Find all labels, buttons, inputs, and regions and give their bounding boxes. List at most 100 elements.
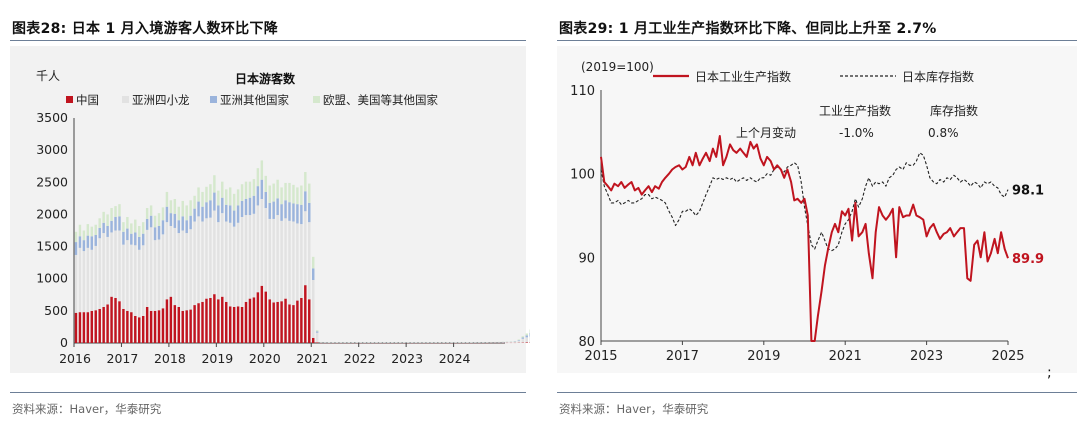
bar-segment-2 bbox=[201, 206, 204, 222]
bar-segment-1 bbox=[197, 216, 200, 304]
bar-segment-1 bbox=[319, 342, 323, 343]
bar-segment-3 bbox=[284, 182, 287, 201]
legend-swatch-3 bbox=[313, 96, 320, 103]
bar-segment-2 bbox=[157, 226, 161, 240]
bar-segment-2 bbox=[106, 226, 109, 237]
bar-segment-1 bbox=[248, 215, 252, 299]
bar-segment-2 bbox=[82, 240, 86, 252]
bar-segment-3 bbox=[252, 179, 256, 196]
bar-segment-3 bbox=[268, 185, 271, 203]
bar-segment-3 bbox=[134, 219, 137, 233]
bar-segment-0 bbox=[134, 316, 137, 343]
bar-segment-1 bbox=[165, 222, 169, 300]
bar-segment-0 bbox=[315, 342, 319, 343]
bar-segment-0 bbox=[276, 301, 279, 343]
bar-segment-0 bbox=[205, 298, 208, 343]
bar-segment-0 bbox=[185, 310, 188, 343]
bar-segment-2 bbox=[181, 216, 184, 231]
bar-segment-3 bbox=[264, 175, 267, 192]
bar-segment-0 bbox=[240, 307, 244, 343]
bar-segment-1 bbox=[157, 239, 161, 311]
bar-segment-1 bbox=[173, 227, 177, 306]
inventory-index-line bbox=[600, 152, 1009, 252]
y-tick-3500: 3500 bbox=[36, 110, 68, 125]
bar-segment-1 bbox=[213, 210, 216, 295]
bar-segment-0 bbox=[94, 310, 97, 343]
bar-segment-3 bbox=[525, 333, 528, 336]
bar-segment-0 bbox=[268, 299, 271, 343]
bar-segment-3 bbox=[94, 224, 97, 235]
bar-segment-2 bbox=[300, 204, 303, 225]
bar-segment-2 bbox=[177, 220, 181, 234]
x-tick-2023: 2023 bbox=[391, 351, 423, 366]
y-tick-2000: 2000 bbox=[36, 206, 68, 221]
bar-segment-2 bbox=[209, 200, 212, 218]
bar-segment-1 bbox=[244, 215, 248, 302]
bar-segment-2 bbox=[102, 222, 105, 234]
bar-segment-0 bbox=[153, 310, 157, 343]
bar-segment-3 bbox=[106, 214, 109, 226]
bar-segment-2 bbox=[232, 210, 236, 227]
bar-segment-1 bbox=[308, 222, 311, 300]
bar-segment-1 bbox=[153, 240, 157, 311]
bar-segment-3 bbox=[248, 181, 252, 198]
bar-segment-2 bbox=[260, 179, 264, 199]
bar-segment-2 bbox=[276, 198, 279, 216]
bar-segment-3 bbox=[177, 206, 181, 221]
bar-segment-0 bbox=[161, 308, 165, 343]
bar-segment-3 bbox=[122, 222, 125, 232]
bar-segment-1 bbox=[513, 341, 517, 343]
bar-segment-1 bbox=[78, 247, 82, 313]
bar-segment-2 bbox=[521, 337, 525, 339]
bar-segment-2 bbox=[308, 202, 311, 223]
bar-segment-0 bbox=[260, 285, 264, 343]
bar-segment-1 bbox=[141, 245, 145, 316]
bar-segment-1 bbox=[221, 213, 224, 297]
bar-segment-1 bbox=[505, 342, 509, 343]
bar-segment-2 bbox=[118, 216, 121, 231]
bar-segment-2 bbox=[145, 218, 149, 230]
bar-segment-2 bbox=[248, 197, 252, 216]
bar-segment-1 bbox=[86, 247, 90, 313]
y-tick-1500: 1500 bbox=[36, 239, 68, 254]
bar-segment-0 bbox=[225, 301, 228, 343]
production-index-line bbox=[600, 135, 1009, 342]
bar-segment-0 bbox=[232, 307, 236, 343]
bar-segment-3 bbox=[217, 190, 220, 206]
bar-segment-3 bbox=[225, 189, 228, 205]
bar-segment-3 bbox=[296, 187, 299, 205]
bar-segment-0 bbox=[248, 298, 252, 343]
bar-segment-3 bbox=[213, 175, 216, 193]
bar-segment-0 bbox=[213, 294, 216, 343]
bar-segment-3 bbox=[82, 230, 86, 241]
bar-segment-1 bbox=[102, 233, 105, 307]
bar-segment-3 bbox=[118, 204, 121, 217]
legend-label-0: 中国 bbox=[76, 93, 99, 107]
left-source-divider bbox=[10, 392, 526, 393]
bar-segment-2 bbox=[149, 215, 153, 228]
bar-segment-0 bbox=[90, 310, 94, 343]
bar-segment-0 bbox=[110, 296, 113, 343]
bar-segment-0 bbox=[169, 296, 173, 343]
bar-segment-1 bbox=[256, 205, 260, 293]
bar-segment-1 bbox=[252, 213, 256, 298]
x-tick-2017: 2017 bbox=[107, 351, 139, 366]
bar-segment-2 bbox=[221, 197, 224, 214]
bar-segment-2 bbox=[240, 200, 244, 217]
y-tick-3000: 3000 bbox=[36, 142, 68, 157]
bar-segment-3 bbox=[312, 256, 315, 269]
bar-segment-3 bbox=[149, 205, 153, 216]
legend-label-1: 亚洲四小龙 bbox=[132, 93, 190, 107]
bar-segment-1 bbox=[189, 229, 192, 310]
annotation-value-production: -1.0% bbox=[839, 126, 874, 140]
bar-segment-1 bbox=[149, 227, 153, 311]
bar-segment-2 bbox=[292, 203, 295, 222]
bar-segment-3 bbox=[228, 187, 232, 206]
bar-segment-2 bbox=[268, 202, 271, 219]
bar-segment-2 bbox=[122, 231, 125, 245]
bar-segment-3 bbox=[308, 183, 311, 203]
bar-segment-3 bbox=[98, 218, 101, 228]
left-source-note: 资料来源：Haver，华泰研究 bbox=[12, 402, 162, 416]
bar-segment-3 bbox=[292, 184, 295, 204]
bar-segment-3 bbox=[126, 217, 129, 229]
